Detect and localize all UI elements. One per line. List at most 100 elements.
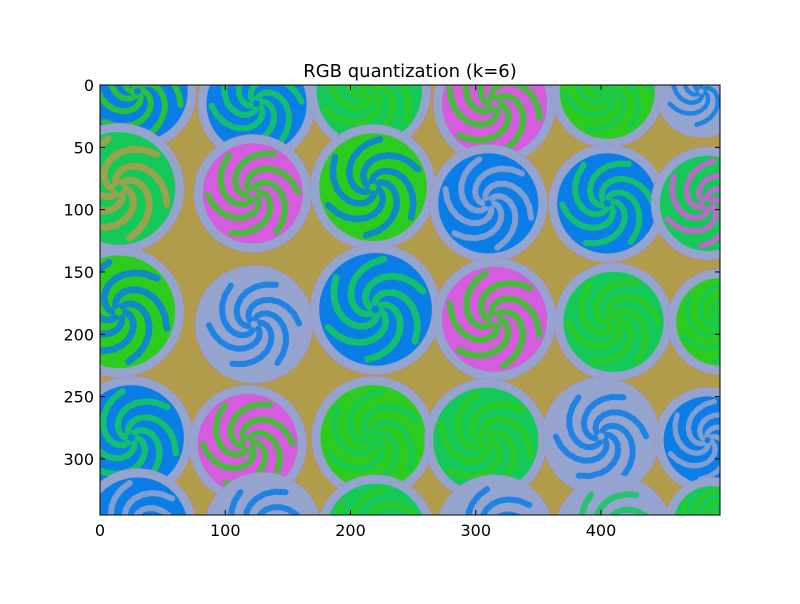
frosting-swirl (488, 193, 519, 251)
frosting-swirl (246, 430, 283, 486)
frosting-swirl (368, 167, 417, 221)
frosting-swirl (364, 301, 404, 363)
cupcake-13 (100, 245, 185, 378)
frosting-swirl (233, 281, 279, 330)
frosting-swirl (697, 412, 720, 441)
frosting-swirl (477, 85, 492, 107)
plot-area (100, 85, 728, 578)
frosting-swirl (604, 294, 662, 325)
cupcake-16 (432, 257, 557, 382)
y-tick-label: 50 (74, 138, 94, 157)
cupcake-29 (556, 474, 671, 515)
frosting-swirl (100, 145, 161, 192)
frosting-swirl (552, 433, 610, 464)
frosting-swirl (344, 85, 368, 100)
frosting-swirl (458, 156, 489, 214)
x-tick-label: 400 (586, 521, 617, 540)
x-tick-label: 0 (95, 521, 105, 540)
frosting-swirl (682, 85, 700, 97)
cupcake-4 (432, 85, 557, 166)
frosting-swirl (454, 390, 486, 451)
frosting-swirl (232, 150, 278, 199)
cupcake-6 (654, 85, 720, 139)
frosting-swirl (694, 85, 720, 127)
frosting-swirl (345, 135, 384, 196)
frosting-swirl (365, 85, 412, 124)
liner-edge (307, 85, 432, 154)
cupcake-26 (205, 471, 321, 571)
frosting-swirl (324, 308, 390, 347)
frosting-swirl (118, 300, 153, 366)
cupcake-5 (550, 85, 665, 149)
cupcake-8 (193, 133, 313, 254)
frosting-swirl (100, 440, 138, 462)
chart-title: RGB quantization (k=6) (303, 61, 517, 82)
frosting-swirl (692, 488, 720, 515)
frosting-swirl (243, 488, 289, 515)
frosting-swirl (566, 394, 603, 451)
frosting-swirl (472, 165, 525, 207)
cupcake-14 (194, 264, 314, 385)
frosting-swirl (477, 279, 534, 323)
frosting-swirl (346, 387, 385, 446)
frosting-swirl (330, 273, 381, 330)
frosting-swirl (324, 186, 387, 223)
frosting-swirl (465, 486, 490, 515)
frosting-swirl (672, 412, 711, 456)
frosting (674, 486, 720, 515)
frosting-swirl (221, 85, 259, 118)
frosting-swirl (498, 527, 521, 578)
frosting-swirl (365, 501, 419, 515)
frosting-swirl (103, 528, 150, 562)
frosting-swirl (219, 282, 256, 339)
frosting-swirl (114, 398, 171, 441)
frosting-swirl (229, 319, 275, 368)
frosting-swirl (247, 85, 305, 105)
frosting-swirl (108, 85, 138, 102)
frosting-swirl (608, 506, 650, 515)
frosting-swirl (362, 179, 401, 239)
frosting-swirl (667, 439, 719, 469)
frosting-swirl (228, 489, 244, 515)
cupcake-7 (100, 122, 185, 255)
frosting-swirl (243, 165, 301, 196)
y-tick-label: 300 (63, 450, 94, 469)
frosting-swirl (671, 85, 705, 105)
liner-edge (650, 146, 720, 261)
cupcake-17 (553, 262, 674, 382)
frosting-swirl (100, 269, 161, 316)
frosting-swirl (250, 179, 288, 235)
frosting-swirl (494, 92, 527, 154)
frosting-swirl (669, 173, 712, 221)
axes-frame (99, 84, 721, 516)
frosting-swirl (479, 416, 534, 460)
frosting-swirl (107, 480, 133, 515)
frosting-swirl (245, 296, 303, 327)
frosting-swirl (572, 161, 610, 218)
x-tick-label: 300 (460, 521, 491, 540)
y-tick-label: 200 (63, 325, 94, 344)
liner-edge (100, 245, 185, 378)
frosting-swirl (705, 521, 728, 557)
liner-edge (188, 384, 308, 504)
cupcake-21 (310, 375, 436, 500)
frosting-swirl (235, 85, 254, 109)
frosting-swirl (204, 191, 262, 222)
frosting-swirl (698, 282, 720, 329)
frosting-swirl (485, 429, 518, 490)
y-tick-label: 100 (63, 201, 94, 220)
frosting-swirl (264, 521, 294, 571)
x-tick-label: 200 (335, 521, 366, 540)
frosting-swirl (592, 409, 650, 440)
frosting-swirl (605, 189, 643, 245)
frosting-swirl (588, 316, 634, 365)
frosting-swirl (442, 186, 495, 227)
frosting-swirl (122, 85, 135, 95)
frosting-swirl (141, 521, 165, 572)
frosting-swirl (252, 310, 289, 366)
frosting-swirl (679, 526, 718, 546)
frosting-swirl (469, 400, 526, 444)
frosting-swirl (709, 296, 720, 323)
cupcake-24 (654, 386, 720, 494)
